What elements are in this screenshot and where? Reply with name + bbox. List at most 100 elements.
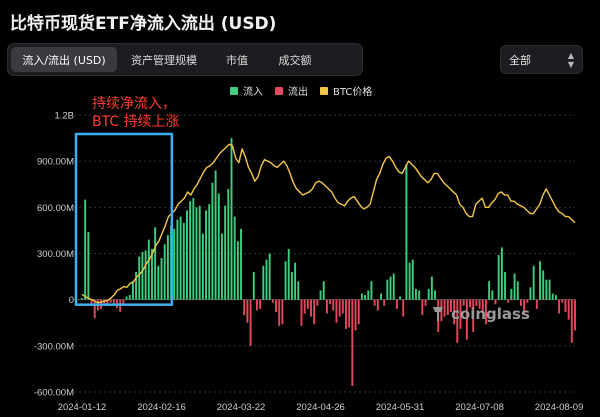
flow-bar [408,262,411,300]
tab-aum[interactable]: 资产管理规模 [131,53,197,67]
flow-bar [345,299,347,329]
flow-bars [81,138,576,386]
flow-bar [179,216,182,300]
flow-bar [465,299,468,340]
legend-swatch-inflow [230,86,238,95]
flow-bar [351,299,354,386]
flow-bar [539,261,541,300]
flow-bar [265,259,268,300]
flow-bar [545,279,548,300]
x-tick-label: 2024-01-12 [58,402,107,413]
flow-bar [284,261,287,300]
flow-bar [122,299,125,305]
flow-bar [443,299,446,317]
x-tick-label: 2024-05-31 [376,402,425,413]
y-tick-label: 900.00M [37,157,74,168]
flow-bar [335,299,338,323]
flow-bar [554,295,557,300]
flow-bar [268,253,271,300]
y-tick-label: -300.00M [34,341,74,352]
flow-bar [157,265,160,300]
flow-bar [195,207,198,300]
flow-bar [294,262,297,300]
legend-swatch-outflow [275,86,283,95]
flow-bar [516,281,519,300]
flow-bar [316,299,319,306]
flow-bar [259,299,262,309]
flow-bar [173,228,176,300]
tab-volume[interactable]: 成交额 [278,53,312,67]
flow-bar [322,281,325,300]
y-tick-label: 0 [69,295,74,306]
flow-bar [332,299,335,311]
flow-bar [220,233,223,300]
flow-bar [500,247,503,300]
flow-bar [341,299,344,314]
tab-market-cap[interactable]: 市值 [226,53,248,67]
flow-bar [217,193,220,300]
flow-bar [131,281,134,300]
y-tick-label: -600.00M [34,388,74,399]
annotation-line-2: BTC 持续上涨 [92,114,180,130]
page-title: 比特币现货ETF净流入流出 (USD) [10,14,277,34]
legend-label-outflow: 流出 [288,87,308,98]
x-axis: 2024-01-12 2024-02-16 2024-03-22 2024-04-26… [58,402,584,413]
legend-item-outflow[interactable]: 流出 [275,83,308,98]
watermark-text: coinglass [451,305,530,323]
flow-bar [360,293,363,300]
x-tick-label: 2024-08-09 [535,402,584,413]
chart-legend: 流入 流出 BTC价格 [230,83,372,98]
flow-bar [418,290,421,300]
flow-bar [186,210,188,300]
flow-bar [421,299,424,316]
flow-bar [205,210,207,300]
flow-bar [166,235,169,300]
annotation-text: 持续净流入， BTC 持续上涨 [92,95,180,131]
flow-bar [84,199,87,300]
legend-swatch-btc-price [320,86,328,95]
flow-bar [497,255,500,300]
flow-bar [551,293,554,300]
flow-bar [494,299,497,305]
flow-bar [376,299,379,311]
flow-bar [135,271,138,300]
y-tick-label: 600.00M [37,203,74,214]
flow-bar [236,241,239,300]
flow-bar [141,251,144,300]
flow-bar [329,299,332,305]
flow-bar [434,290,437,300]
flow-bar [523,299,526,316]
flow-bar [405,164,408,300]
flow-bar [424,299,427,306]
legend-item-btc-price[interactable]: BTC价格 [320,83,372,98]
flow-bar [415,288,417,300]
flow-bar [507,299,510,303]
flow-bar [109,299,112,303]
tab-inflow-outflow[interactable]: 流入/流出 (USD) [11,47,117,72]
etf-filter-select[interactable]: 全部 ▲ ▼ [500,45,583,74]
flow-bar [208,204,211,300]
flow-bar [357,299,360,325]
flow-bar [399,296,402,300]
flow-bar [224,205,227,300]
legend-item-inflow[interactable]: 流入 [230,83,263,98]
x-tick-label: 2024-03-22 [217,402,266,413]
flow-bar [574,299,576,331]
flow-bar [570,299,573,343]
flow-bar [529,287,532,300]
flow-bar [519,299,522,306]
flow-bar [411,259,414,300]
flow-bar [453,299,456,325]
flow-bar [297,281,300,300]
coinglass-logo-icon [433,307,443,321]
flow-bar [367,290,370,300]
flow-bar [430,276,433,300]
flow-bar [481,299,484,312]
flow-bar [373,299,376,306]
flow-bar [535,299,538,309]
flow-bar [450,299,452,312]
etf-filter-value: 全部 [509,53,531,67]
flow-bar [427,288,430,300]
flow-bar [106,299,109,304]
flow-bar [201,233,204,300]
